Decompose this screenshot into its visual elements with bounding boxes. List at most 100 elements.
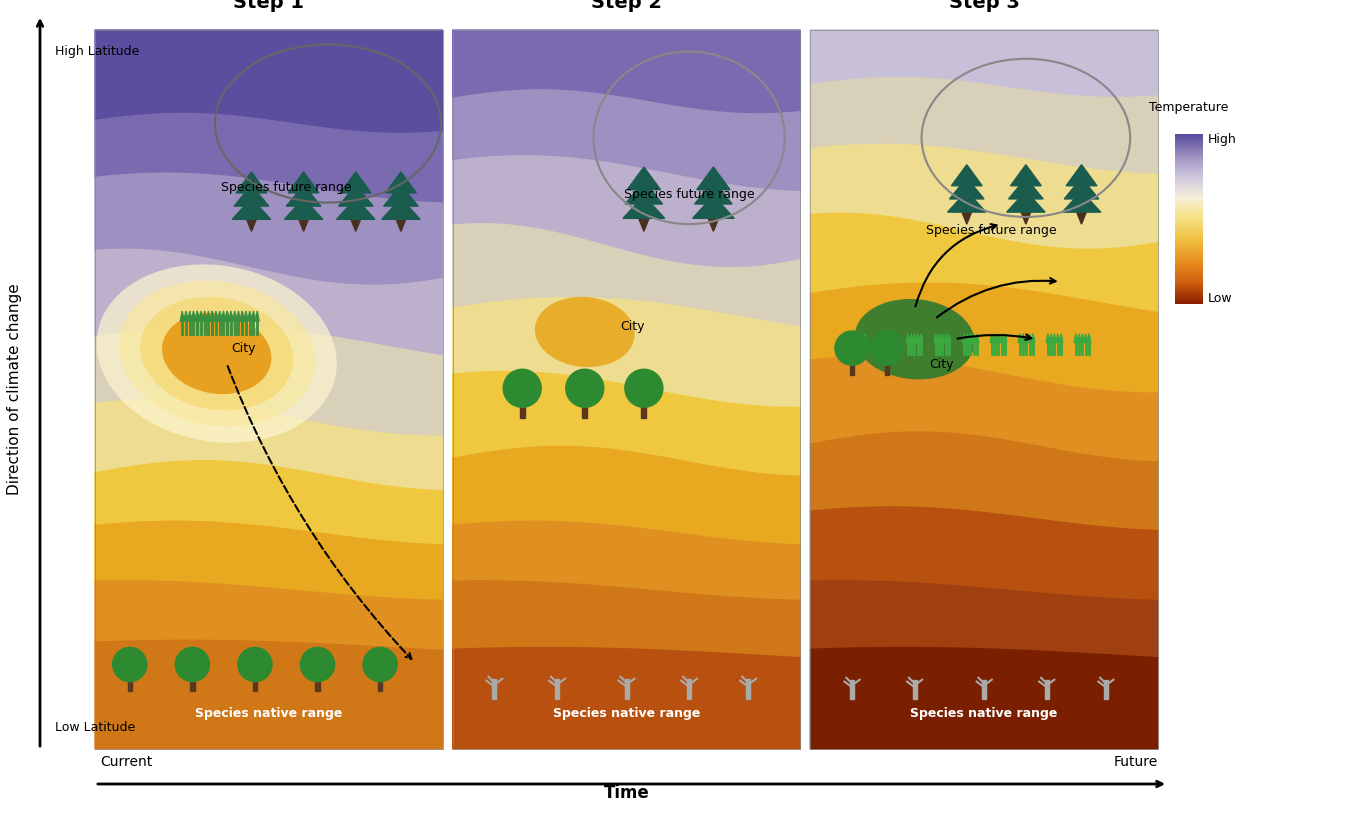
Text: Direction of climate change: Direction of climate change xyxy=(8,283,23,496)
Polygon shape xyxy=(299,219,308,231)
Polygon shape xyxy=(287,185,320,206)
Polygon shape xyxy=(625,182,663,204)
Text: High: High xyxy=(1209,133,1237,146)
Text: Low Latitude: Low Latitude xyxy=(56,721,136,734)
Polygon shape xyxy=(941,334,944,343)
Polygon shape xyxy=(493,679,497,698)
Polygon shape xyxy=(1010,164,1042,186)
Polygon shape xyxy=(206,311,210,321)
Polygon shape xyxy=(452,30,800,114)
Polygon shape xyxy=(1074,334,1078,343)
Text: City: City xyxy=(930,357,955,370)
Text: Low: Low xyxy=(1209,292,1233,305)
Polygon shape xyxy=(350,219,361,231)
Polygon shape xyxy=(1104,680,1108,698)
Polygon shape xyxy=(1046,334,1050,343)
Polygon shape xyxy=(202,311,206,321)
Polygon shape xyxy=(191,311,196,321)
Polygon shape xyxy=(236,172,266,193)
Polygon shape xyxy=(240,311,244,321)
Polygon shape xyxy=(181,311,185,321)
Polygon shape xyxy=(1066,164,1097,186)
Polygon shape xyxy=(949,178,985,199)
Polygon shape xyxy=(948,334,951,343)
Polygon shape xyxy=(1052,334,1057,343)
Text: High Latitude: High Latitude xyxy=(56,45,140,58)
Polygon shape xyxy=(520,403,524,418)
Polygon shape xyxy=(746,679,750,698)
Bar xyxy=(811,30,1158,749)
Polygon shape xyxy=(1009,178,1043,199)
Polygon shape xyxy=(937,334,941,343)
Text: Future: Future xyxy=(1114,755,1158,769)
Polygon shape xyxy=(1025,334,1028,343)
Polygon shape xyxy=(251,311,255,321)
Polygon shape xyxy=(583,403,587,418)
Polygon shape xyxy=(687,679,691,698)
Polygon shape xyxy=(315,678,319,691)
Polygon shape xyxy=(1059,334,1063,343)
Circle shape xyxy=(300,647,334,681)
Polygon shape xyxy=(944,334,948,343)
Polygon shape xyxy=(236,311,240,321)
Polygon shape xyxy=(232,199,270,219)
Text: Time: Time xyxy=(603,784,649,802)
Polygon shape xyxy=(452,155,800,268)
Polygon shape xyxy=(879,334,881,343)
Circle shape xyxy=(869,331,904,365)
Polygon shape xyxy=(850,680,854,698)
Circle shape xyxy=(363,647,397,681)
Polygon shape xyxy=(853,334,857,343)
Polygon shape xyxy=(888,334,891,343)
Polygon shape xyxy=(288,172,319,193)
Polygon shape xyxy=(910,334,913,343)
Polygon shape xyxy=(255,311,259,321)
Polygon shape xyxy=(1077,334,1081,343)
Circle shape xyxy=(625,370,663,407)
Polygon shape xyxy=(697,167,731,190)
Polygon shape xyxy=(1062,191,1101,212)
Polygon shape xyxy=(1031,334,1035,343)
Polygon shape xyxy=(196,311,200,321)
Polygon shape xyxy=(253,678,257,691)
Polygon shape xyxy=(994,334,997,343)
Polygon shape xyxy=(906,334,910,343)
Ellipse shape xyxy=(118,281,315,427)
Polygon shape xyxy=(384,185,418,206)
Polygon shape xyxy=(341,172,371,193)
Polygon shape xyxy=(917,334,919,343)
Polygon shape xyxy=(913,334,917,343)
Text: Species native range: Species native range xyxy=(553,707,701,720)
Polygon shape xyxy=(1006,191,1046,212)
Polygon shape xyxy=(210,311,215,321)
Polygon shape xyxy=(990,334,994,343)
Polygon shape xyxy=(452,298,800,408)
Polygon shape xyxy=(919,334,923,343)
Text: Step 1: Step 1 xyxy=(234,0,304,12)
Polygon shape xyxy=(961,334,966,343)
Polygon shape xyxy=(215,311,217,321)
Polygon shape xyxy=(952,164,982,186)
Polygon shape xyxy=(284,199,323,219)
Polygon shape xyxy=(452,647,800,749)
Polygon shape xyxy=(811,213,1158,313)
Polygon shape xyxy=(95,326,443,436)
Polygon shape xyxy=(95,113,443,203)
Polygon shape xyxy=(452,371,800,476)
Polygon shape xyxy=(217,311,221,321)
Polygon shape xyxy=(95,521,443,601)
Circle shape xyxy=(238,647,272,681)
Text: Species future range: Species future range xyxy=(926,224,1057,237)
Circle shape xyxy=(835,331,869,365)
Polygon shape xyxy=(210,311,215,321)
Polygon shape xyxy=(884,361,889,375)
Text: Temperature: Temperature xyxy=(1149,101,1229,114)
Text: City: City xyxy=(232,342,257,355)
Polygon shape xyxy=(1081,334,1084,343)
Polygon shape xyxy=(811,581,1158,658)
Polygon shape xyxy=(881,334,885,343)
Polygon shape xyxy=(1004,334,1006,343)
Polygon shape xyxy=(452,90,800,191)
Polygon shape xyxy=(1077,212,1086,224)
Text: Current: Current xyxy=(100,755,152,769)
